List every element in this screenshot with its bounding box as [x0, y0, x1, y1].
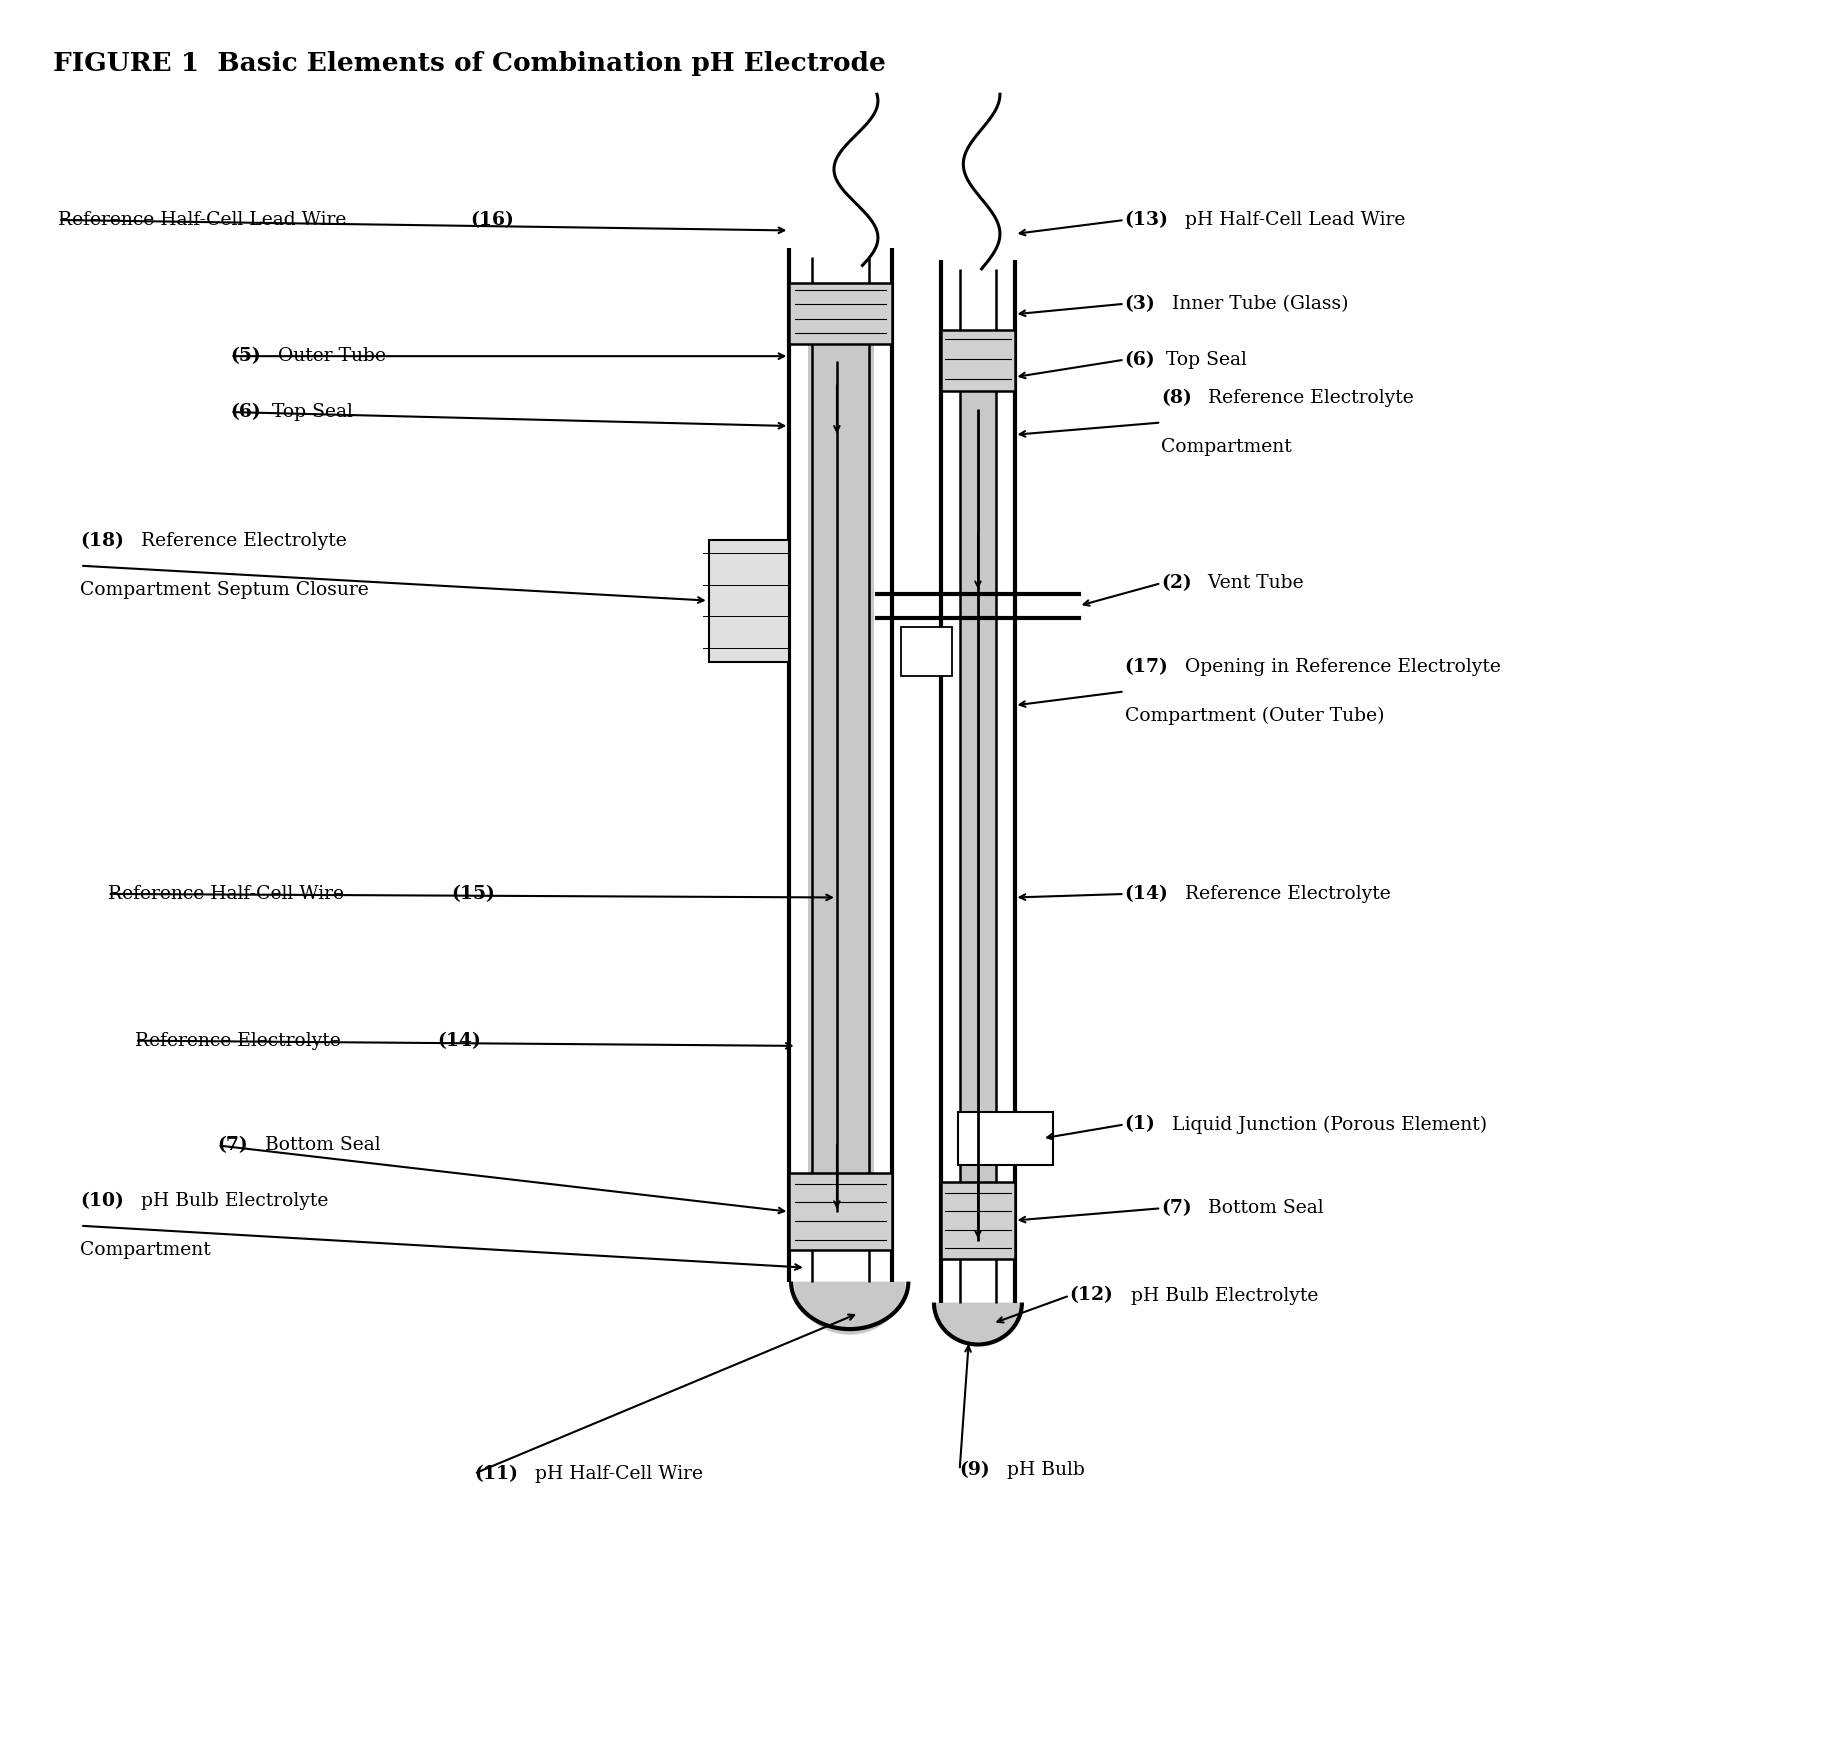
Text: pH Bulb: pH Bulb: [1001, 1461, 1085, 1478]
Text: Compartment Septum Closure: Compartment Septum Closure: [79, 581, 369, 598]
FancyBboxPatch shape: [709, 540, 790, 662]
FancyBboxPatch shape: [790, 1174, 892, 1250]
Text: (11): (11): [474, 1464, 519, 1482]
Text: (18): (18): [79, 532, 124, 551]
FancyBboxPatch shape: [790, 283, 892, 343]
Text: Vent Tube: Vent Tube: [1202, 574, 1303, 591]
Text: FIGURE 1  Basic Elements of Combination pH Electrode: FIGURE 1 Basic Elements of Combination p…: [54, 51, 886, 76]
Text: Bottom Seal: Bottom Seal: [1202, 1199, 1324, 1218]
Text: (7): (7): [218, 1137, 247, 1155]
Text: (5): (5): [231, 347, 260, 364]
FancyBboxPatch shape: [901, 627, 953, 676]
Text: (6): (6): [231, 403, 260, 421]
Text: Reference Half-Cell Wire: Reference Half-Cell Wire: [107, 885, 349, 903]
Text: (16): (16): [471, 211, 515, 229]
Text: Compartment (Outer Tube): Compartment (Outer Tube): [1124, 708, 1384, 725]
Text: Outer Tube: Outer Tube: [271, 347, 386, 364]
Text: (8): (8): [1161, 389, 1193, 407]
Text: (10): (10): [79, 1192, 124, 1211]
Text: Reference Electrolyte: Reference Electrolyte: [1202, 389, 1414, 407]
Text: (14): (14): [1124, 885, 1169, 903]
Text: Reference Electrolyte: Reference Electrolyte: [1180, 885, 1392, 903]
Wedge shape: [936, 1302, 1019, 1343]
Text: (3): (3): [1124, 294, 1156, 313]
Text: Top Seal: Top Seal: [1167, 350, 1246, 368]
Wedge shape: [794, 1281, 905, 1334]
FancyBboxPatch shape: [941, 1183, 1015, 1258]
Text: (9): (9): [960, 1461, 989, 1478]
Text: (14): (14): [438, 1031, 482, 1049]
Text: (12): (12): [1069, 1287, 1113, 1304]
Text: (13): (13): [1124, 211, 1169, 229]
Text: pH Bulb Electrolyte: pH Bulb Electrolyte: [1124, 1287, 1318, 1304]
Text: pH Half-Cell Lead Wire: pH Half-Cell Lead Wire: [1180, 211, 1407, 229]
Text: (7): (7): [1161, 1199, 1193, 1218]
Text: Compartment: Compartment: [1161, 438, 1292, 456]
Text: Inner Tube (Glass): Inner Tube (Glass): [1167, 294, 1348, 313]
Text: Liquid Junction (Porous Element): Liquid Junction (Porous Element): [1167, 1116, 1486, 1133]
Text: Reference Half-Cell Lead Wire: Reference Half-Cell Lead Wire: [59, 211, 353, 229]
Text: Opening in Reference Electrolyte: Opening in Reference Electrolyte: [1180, 658, 1501, 676]
FancyBboxPatch shape: [941, 329, 1015, 391]
Text: (2): (2): [1161, 574, 1193, 591]
FancyBboxPatch shape: [960, 356, 997, 1250]
Text: Reference Electrolyte: Reference Electrolyte: [135, 1031, 347, 1049]
Text: Reference Electrolyte: Reference Electrolyte: [135, 532, 347, 551]
Text: Top Seal: Top Seal: [271, 403, 353, 421]
FancyBboxPatch shape: [807, 343, 873, 1213]
Text: (15): (15): [450, 885, 495, 903]
Text: Bottom Seal: Bottom Seal: [258, 1137, 380, 1155]
Text: (17): (17): [1124, 658, 1169, 676]
Text: (6): (6): [1124, 350, 1156, 368]
FancyBboxPatch shape: [958, 1112, 1052, 1165]
Text: (1): (1): [1124, 1116, 1156, 1133]
Text: pH Bulb Electrolyte: pH Bulb Electrolyte: [135, 1192, 329, 1211]
Text: pH Half-Cell Wire: pH Half-Cell Wire: [530, 1464, 703, 1482]
Text: Compartment: Compartment: [79, 1241, 210, 1258]
